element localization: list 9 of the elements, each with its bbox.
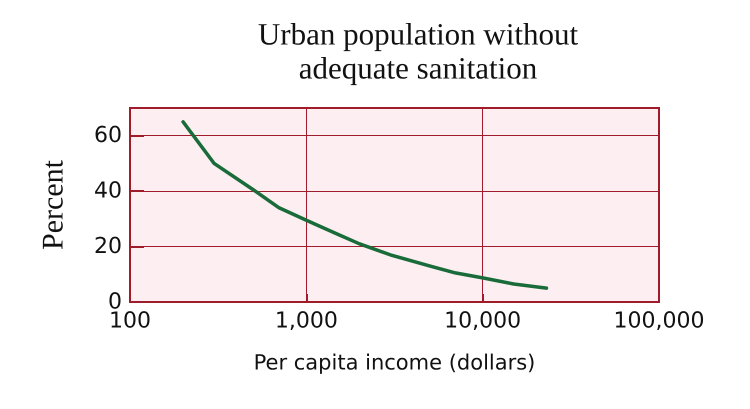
y-tick-label: 60 <box>94 123 122 148</box>
x-tick-label: 10,000 <box>444 308 522 334</box>
x-tick-label: 100,000 <box>614 308 704 334</box>
x-axis-title: Per capita income (dollars) <box>254 350 536 374</box>
chart-title: Urban population without adequate sanitation <box>258 16 579 86</box>
y-axis-title: Percent <box>36 159 70 250</box>
y-tick-label: 20 <box>94 234 122 260</box>
y-tick-label: 40 <box>94 178 122 204</box>
x-tick-label: 1,000 <box>274 308 338 334</box>
